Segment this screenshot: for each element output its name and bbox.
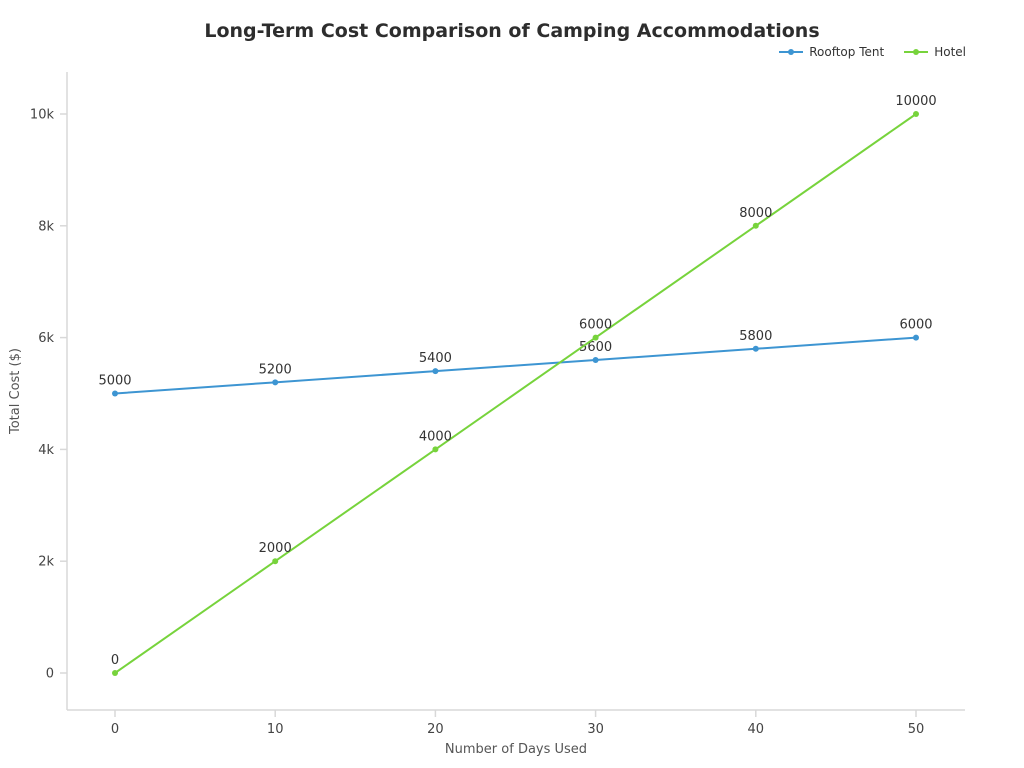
data-label: 5200 [259, 362, 292, 377]
data-label: 0 [111, 653, 119, 668]
data-label: 5000 [98, 374, 131, 389]
y-tick-label: 0 [46, 667, 54, 682]
data-label: 5400 [419, 351, 452, 366]
x-tick-label: 10 [267, 722, 284, 737]
data-point [592, 334, 599, 341]
series-line-hotel [114, 113, 917, 674]
data-label: 5600 [579, 340, 612, 355]
data-point [913, 334, 919, 341]
legend: Rooftop Tent Hotel [779, 45, 966, 59]
series-hotel: 0 2000 4000 6000 8000 10000 [111, 94, 937, 676]
legend-label-rooftop-tent: Rooftop Tent [809, 45, 885, 59]
y-tick-label: 8k [38, 219, 54, 234]
data-label: 4000 [419, 429, 452, 444]
data-point [112, 390, 118, 397]
x-tick-label: 40 [748, 722, 765, 737]
y-tick-label: 10k [30, 108, 55, 123]
y-tick-label: 4k [38, 443, 54, 458]
y-axis-title: Total Cost ($) [8, 348, 23, 434]
chart-title: Long-Term Cost Comparison of Camping Acc… [204, 20, 820, 42]
legend-label-hotel: Hotel [934, 45, 966, 59]
series-line-rooftop-tent [114, 336, 917, 395]
x-tick-label: 20 [427, 722, 444, 737]
x-tick-label: 0 [111, 722, 119, 737]
data-point [752, 345, 759, 352]
legend-marker-hotel [904, 49, 929, 55]
data-label: 8000 [739, 206, 772, 221]
data-point [432, 368, 439, 375]
data-point [592, 356, 599, 363]
x-axis-ticks: 0 10 20 30 40 50 [111, 710, 924, 737]
legend-item-rooftop-tent: Rooftop Tent [779, 45, 884, 59]
y-axis-ticks: 0 2k 4k 6k 8k 10k [30, 108, 67, 682]
legend-item-hotel: Hotel [904, 45, 966, 59]
data-point [272, 379, 279, 386]
data-label: 6000 [899, 318, 932, 333]
data-point [112, 670, 118, 676]
legend-marker-rooftop-tent [779, 49, 804, 55]
data-label: 10000 [895, 94, 936, 109]
x-axis-title: Number of Days Used [444, 742, 588, 757]
data-label: 6000 [579, 318, 612, 333]
series-rooftop-tent: 5000 5200 5400 5600 5800 6000 [98, 318, 933, 397]
y-tick-label: 2k [38, 555, 54, 570]
x-tick-label: 50 [908, 722, 925, 737]
x-tick-label: 30 [587, 722, 604, 737]
y-tick-label: 6k [38, 331, 54, 346]
data-point [913, 111, 919, 117]
data-label: 5800 [739, 329, 772, 344]
data-point [752, 222, 759, 229]
data-point [272, 558, 279, 565]
data-label: 2000 [259, 541, 292, 556]
data-point [432, 446, 439, 453]
